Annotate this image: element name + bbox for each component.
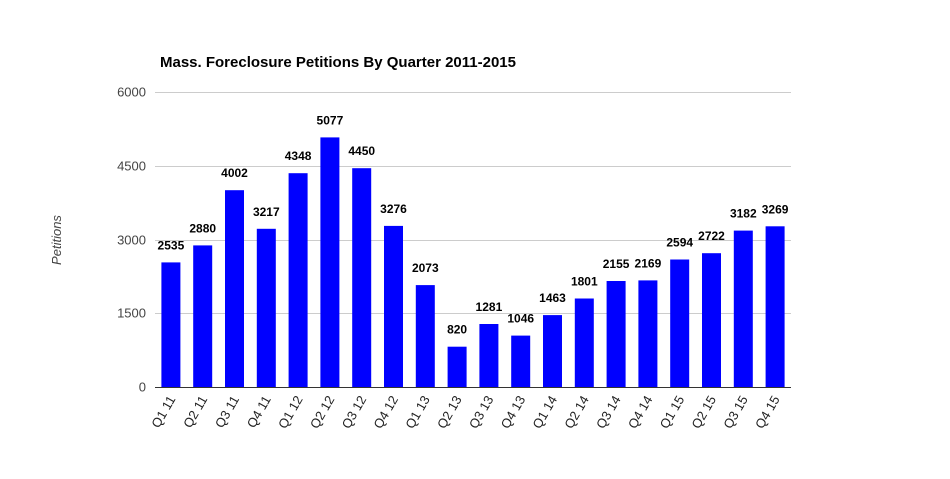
bar <box>638 280 658 387</box>
data-label: 4002 <box>221 166 248 180</box>
data-label: 4348 <box>285 149 312 163</box>
y-tick-label: 0 <box>139 380 146 395</box>
x-tick-label: Q3 15 <box>720 393 751 431</box>
bar <box>352 168 372 387</box>
data-label: 1281 <box>476 300 503 314</box>
x-tick-label: Q1 11 <box>148 393 178 430</box>
x-tick-label: Q4 13 <box>498 393 529 431</box>
data-label: 1801 <box>571 275 598 289</box>
bar <box>702 253 721 387</box>
bar <box>543 315 562 387</box>
x-axis-ticks: Q1 11 Q2 11 Q3 11 Q4 11 Q1 12 Q2 12 Q3 12 Q4 12… <box>148 393 782 431</box>
data-label: 3269 <box>762 202 789 216</box>
data-label: 2722 <box>698 229 725 243</box>
x-tick-label: Q2 13 <box>434 393 465 431</box>
data-label: 2535 <box>158 238 185 252</box>
x-tick-label: Q4 14 <box>625 393 656 431</box>
data-label: 1463 <box>539 291 566 305</box>
bar <box>193 245 213 387</box>
y-axis-label: Petitions <box>49 215 64 265</box>
data-label: 820 <box>447 323 467 337</box>
y-tick-label: 4500 <box>117 159 146 174</box>
x-tick-label: Q3 11 <box>212 393 242 430</box>
data-labels: 2535 2880 4002 3217 4348 5077 4450 3276 2073 820 1… <box>158 113 789 336</box>
bars <box>161 137 785 387</box>
y-axis-ticks: 0 1500 3000 4500 6000 <box>117 85 146 395</box>
data-label: 3182 <box>730 207 757 221</box>
x-tick-label: Q2 11 <box>180 393 210 430</box>
x-tick-label: Q1 14 <box>529 393 560 431</box>
y-tick-label: 6000 <box>117 85 146 100</box>
data-label: 2169 <box>635 256 662 270</box>
y-tick-label: 1500 <box>117 306 146 321</box>
x-tick-label: Q1 15 <box>657 393 688 431</box>
x-tick-label: Q2 14 <box>561 393 592 431</box>
chart-title: Mass. Foreclosure Petitions By Quarter 2… <box>160 54 516 71</box>
x-tick-label: Q4 11 <box>244 393 274 430</box>
bar <box>733 230 753 387</box>
data-label: 2594 <box>666 236 693 250</box>
data-label: 4450 <box>348 144 375 158</box>
x-tick-label: Q4 12 <box>370 393 401 431</box>
data-label: 2073 <box>412 261 439 275</box>
data-label: 1046 <box>507 312 534 326</box>
gridlines <box>155 92 791 314</box>
x-tick-label: Q1 12 <box>275 393 306 431</box>
y-tick-label: 3000 <box>117 233 146 248</box>
bar <box>670 259 690 387</box>
bar <box>511 335 531 387</box>
x-tick-label: Q2 12 <box>307 393 338 431</box>
bar <box>288 173 308 387</box>
x-tick-label: Q3 12 <box>339 393 370 431</box>
data-label: 3217 <box>253 205 280 219</box>
data-label: 3276 <box>380 202 407 216</box>
bar <box>415 285 435 387</box>
x-tick-label: Q3 13 <box>466 393 497 431</box>
x-tick-label: Q2 15 <box>688 393 719 431</box>
bar <box>320 137 340 387</box>
bar <box>161 262 181 387</box>
bar <box>384 225 403 387</box>
data-label: 2155 <box>603 257 630 271</box>
x-tick-label: Q1 13 <box>402 393 433 431</box>
data-label: 5077 <box>317 113 344 127</box>
bar <box>479 324 499 387</box>
x-tick-label: Q3 14 <box>593 393 624 431</box>
bar <box>256 228 276 387</box>
bar <box>574 298 594 387</box>
bar <box>447 346 467 387</box>
bar <box>225 190 244 387</box>
bar <box>606 281 626 387</box>
bar <box>765 226 785 387</box>
x-tick-label: Q4 15 <box>752 393 783 431</box>
data-label: 2880 <box>189 221 216 235</box>
